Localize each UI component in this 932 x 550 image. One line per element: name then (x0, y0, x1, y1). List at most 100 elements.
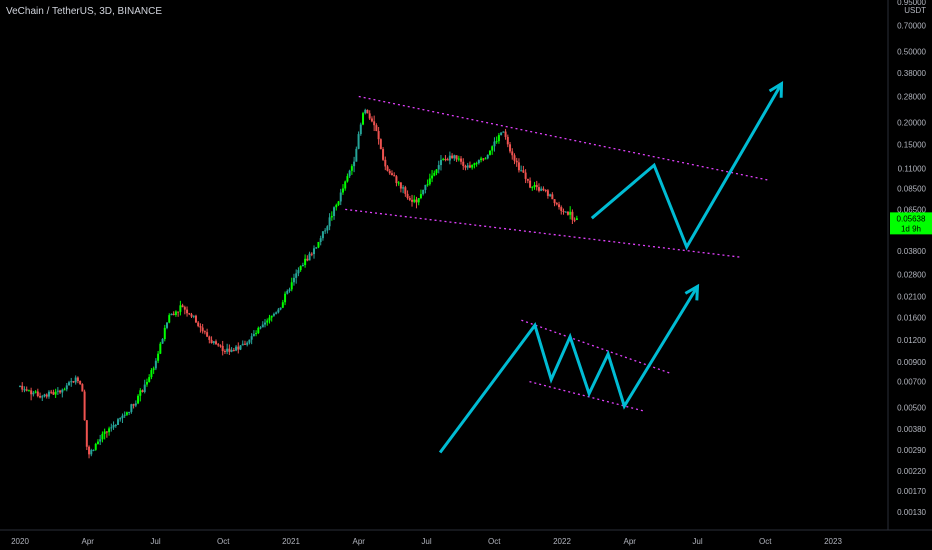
candle-body (27, 390, 30, 392)
candle-body (364, 109, 367, 114)
candle-body (310, 253, 313, 255)
price-tick: 0.02100 (897, 293, 926, 302)
candle-body (79, 381, 82, 385)
candle-body (105, 431, 108, 433)
candle-body (566, 211, 569, 215)
candle-body (194, 315, 197, 323)
candle-body (413, 199, 416, 202)
time-tick: Oct (217, 537, 230, 546)
candle-body (70, 381, 73, 383)
candle-body (324, 230, 327, 232)
candle-body (571, 211, 574, 220)
price-tick: 0.28000 (897, 92, 926, 101)
candle-body (203, 331, 206, 333)
candle-body (223, 351, 226, 353)
projection-arrows (438, 81, 784, 454)
schematic-arrow (438, 285, 699, 454)
candle-body (382, 149, 385, 160)
candle-body (272, 313, 275, 316)
candle-body (85, 420, 88, 447)
candle-body (290, 282, 293, 290)
candle-body (261, 324, 264, 328)
candle-body (337, 201, 340, 205)
candle-body (466, 165, 469, 168)
candle-body (286, 290, 289, 294)
candle-body (488, 150, 491, 155)
candle-body (368, 113, 371, 119)
candle-body (83, 391, 86, 421)
candle-body (134, 403, 137, 406)
price-tick: 0.11000 (898, 165, 927, 174)
candle-body (47, 391, 50, 397)
time-axis[interactable]: 2020 Apr Jul Oct 2021 Apr Jul Oct 2022 Apr Jul Oct 2… (11, 537, 842, 546)
candle-body (569, 211, 572, 215)
candle-body (439, 159, 442, 166)
candle-body (197, 322, 200, 327)
time-tick: Jul (150, 537, 160, 546)
candle-body (264, 322, 267, 325)
candle-body (215, 341, 218, 345)
candle-body (181, 305, 184, 308)
candle-body (480, 158, 483, 161)
candle-body (359, 124, 362, 135)
candle-body (154, 360, 157, 369)
candle-body (92, 449, 95, 451)
candle-body (517, 162, 520, 171)
candle-body (36, 391, 39, 397)
candle-body (370, 118, 373, 122)
candle-body (350, 166, 353, 171)
candle-body (152, 368, 155, 371)
symbol-legend[interactable]: VeChain / TetherUS, 3D, BINANCE (6, 6, 162, 17)
candle-body (408, 198, 411, 200)
candle-body (299, 266, 302, 271)
candle-body (50, 391, 53, 393)
price-tick: 0.08500 (897, 185, 926, 194)
time-tick: 2022 (553, 537, 571, 546)
candle-body (546, 190, 549, 196)
candle-body (119, 417, 122, 420)
candle-body (433, 172, 436, 176)
candle-body (524, 172, 527, 179)
candle-body (390, 173, 393, 176)
candle-body (168, 315, 171, 323)
price-tick: 0.06500 (897, 205, 926, 214)
candle-body (386, 166, 389, 171)
candle-body (426, 184, 429, 186)
candle-body (475, 163, 478, 165)
candle-body (268, 317, 271, 321)
candle-body (90, 450, 93, 455)
candle-body (172, 313, 175, 315)
candle-body (344, 181, 347, 189)
candle-body (315, 247, 318, 249)
candle-body (279, 307, 282, 310)
candle-body (54, 391, 57, 395)
time-tick: Oct (488, 537, 501, 546)
candle-body (306, 258, 309, 261)
candle-body (388, 170, 391, 174)
candle-body (444, 158, 447, 160)
candle-body (411, 199, 414, 202)
candle-body (186, 309, 189, 314)
candle-body (292, 277, 295, 283)
candle-body (473, 163, 476, 166)
candle-body (341, 188, 344, 193)
candle-body (177, 311, 180, 313)
time-tick: 2020 (11, 537, 29, 546)
candle-body (484, 158, 487, 160)
price-tick: 0.00170 (897, 487, 926, 496)
candle-body (141, 390, 144, 392)
candle-body (317, 241, 320, 248)
price-tick: 0.95000 (897, 0, 926, 7)
candles (19, 108, 578, 459)
candle-body (68, 382, 71, 386)
candle-body (495, 141, 498, 143)
candle-body (179, 305, 182, 312)
candle-body (117, 419, 120, 425)
candle-body (266, 320, 269, 323)
candle-body (313, 248, 316, 255)
candle-body (486, 154, 489, 159)
candle-body (348, 170, 351, 177)
